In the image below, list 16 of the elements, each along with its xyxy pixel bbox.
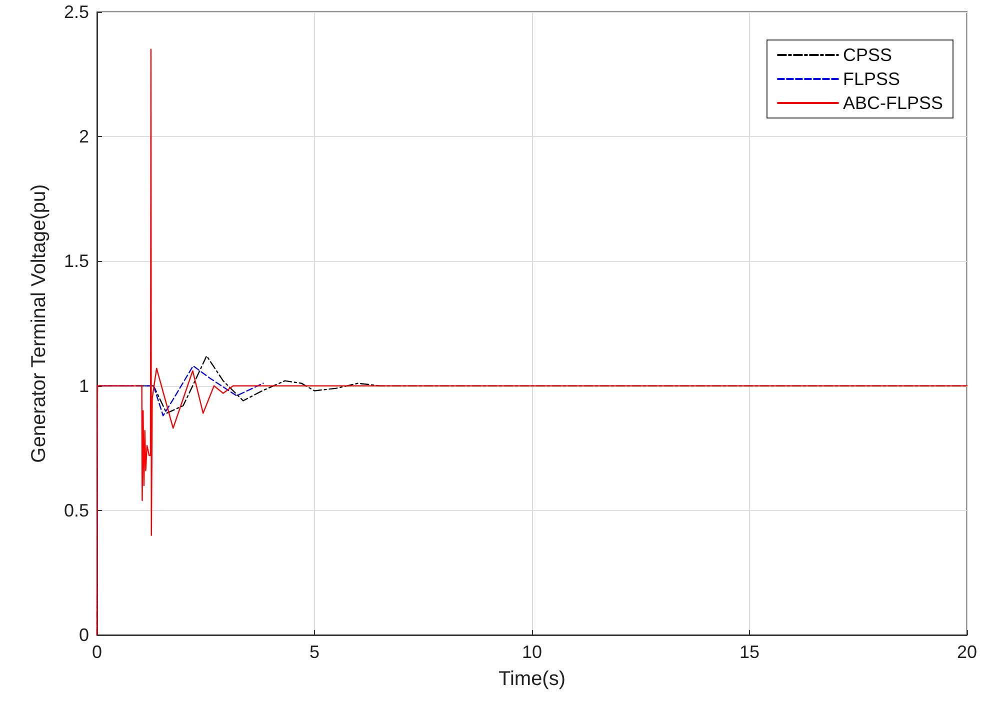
y-tick-label: 0.5 [64, 500, 89, 520]
x-tick-label: 0 [92, 642, 102, 662]
x-tick-label: 15 [739, 642, 760, 662]
x-tick-label: 10 [522, 642, 542, 662]
y-tick-label: 2 [78, 126, 89, 147]
y-tick-label: 0 [78, 625, 89, 645]
y-tick-label: 1 [78, 376, 89, 396]
x-tick-label: 5 [309, 642, 320, 662]
y-tick-label: 1.5 [64, 251, 89, 272]
legend-label: FLPSS [842, 69, 900, 89]
y-axis-title: Generator Terminal Voltage(pu) [28, 184, 50, 463]
x-tick-label: 20 [956, 642, 978, 662]
y-tick-label: 2.5 [64, 2, 89, 22]
legend-label: ABC-FLPSS [842, 93, 944, 113]
legend-label: CPSS [842, 45, 892, 65]
x-axis-title: Time(s) [498, 668, 566, 690]
